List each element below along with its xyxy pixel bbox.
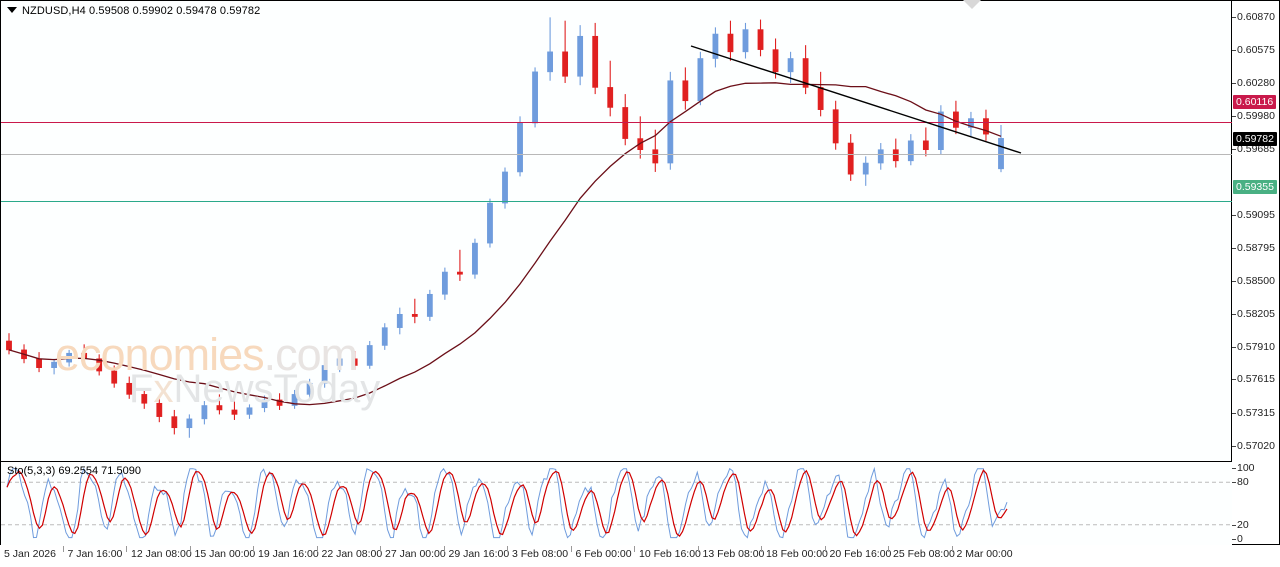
time-tick-label: 25 Feb 08:00 [893,548,955,560]
time-tick-label: 18 Feb 00:00 [766,548,828,560]
price-tick-label: 0.60280 [1237,76,1275,89]
time-tick-label: 19 Jan 16:00 [258,548,319,560]
time-axis: 5 Jan 2026 7 Jan 16:00 12 Jan 08:00 15 Jan … [0,546,1232,567]
stoch-tick-mark [1232,524,1236,526]
price-tick-mark [1232,214,1236,216]
price-badge-last-price[interactable]: 0.59782 [1233,132,1277,147]
price-tick-label: 0.57315 [1237,406,1275,419]
time-tick-label: 20 Feb 16:00 [829,548,892,560]
price-tick-mark [1232,412,1236,414]
price-tick-mark [1232,445,1236,447]
time-tick-mark [761,546,762,552]
chart-top-marker-icon [963,0,981,9]
price-tick-mark [1232,17,1236,19]
price-tick-label: 0.59685 [1237,143,1275,156]
price-tick-label: 0.60575 [1237,44,1275,57]
time-tick-mark [507,546,508,552]
resistance-line [1,122,1233,123]
time-tick-label: 6 Feb 00:00 [575,548,632,560]
time-tick-mark [189,546,191,552]
time-tick-mark [316,546,318,552]
price-tick-label: 0.58795 [1237,242,1275,255]
stoch-tick-mark [1232,482,1236,484]
stochastic-series [1,466,1233,539]
time-tick-label: 13 Feb 08:00 [702,548,765,560]
price-badge-support[interactable]: 0.59355 [1233,179,1277,194]
time-tick-label: 3 Feb 08:00 [512,548,569,560]
stoch-tick-label: 80 [1237,476,1249,489]
time-tick-mark [888,546,889,552]
quote-text: NZDUSD,H4 0.59508 0.59902 0.59478 0.5978… [22,5,261,17]
price-tick-label: 0.57910 [1237,340,1275,353]
stoch-tick-mark [1232,539,1236,540]
time-tick-label: 2 Mar 00:00 [956,548,1013,560]
time-tick-mark [570,546,572,552]
time-tick-mark [824,546,826,552]
time-tick-label: 15 Jan 00:00 [194,548,256,560]
price-tick-mark [1232,346,1236,348]
price-tick-mark [1232,280,1236,282]
time-tick-mark [697,546,699,552]
price-tick-mark [1232,50,1236,52]
price-tick-mark [1232,313,1236,315]
time-tick-label: 22 Jan 08:00 [321,548,383,560]
stoch-tick-label: 100 [1237,462,1255,474]
price-tick-label: 0.58500 [1237,274,1275,287]
stoch-tick-mark [1232,468,1236,469]
price-tick-label: 0.59980 [1237,110,1275,123]
price-tick-label: 0.57020 [1237,439,1275,452]
trendline-overlay [690,45,1022,154]
time-tick-mark [253,546,254,552]
stoch-tick-label: 0 [1237,533,1243,545]
price-tick-label: 0.57615 [1237,373,1275,386]
time-tick-label: 7 Jan 16:00 [67,548,123,560]
price-tick-label: 0.58205 [1237,307,1275,320]
quote-header: NZDUSD,H4 0.59508 0.59902 0.59478 0.5978… [7,5,260,17]
time-tick-label: 29 Jan 16:00 [448,548,510,560]
time-tick-label: 12 Jan 08:00 [131,548,192,560]
stochastic-label: Sto(5,3,3) 69.2554 71.5090 [7,465,141,477]
price-tick-mark [1232,116,1236,118]
time-tick-mark [634,546,635,552]
time-tick-label: 5 Jan 2026 [4,548,56,560]
time-tick-label: 10 Feb 16:00 [639,548,701,560]
time-tick-mark [62,546,64,552]
price-tick-label: 0.60870 [1237,11,1275,24]
candlestick-series [6,17,1004,438]
price-pane[interactable]: economies.com FxNewsToday [1,1,1233,462]
price-tick-mark [1232,248,1236,250]
triangle-down-icon[interactable] [7,7,17,14]
mid-line [1,154,1233,155]
price-badge-resistance[interactable]: 0.60116 [1233,95,1277,110]
time-tick-mark [380,546,381,552]
time-tick-mark [443,546,445,552]
price-scale[interactable]: 0.60870 0.60575 0.60280 0.59980 0.59685 0.590… [1232,0,1280,545]
time-tick-mark [126,546,127,552]
price-tick-label: 0.59095 [1237,208,1275,221]
time-tick-mark [951,546,953,552]
price-tick-mark [1232,379,1236,381]
stoch-tick-label: 20 [1237,518,1249,531]
price-tick-mark [1232,149,1236,151]
support-line [1,201,1233,202]
stochastic-pane[interactable] [1,462,1233,545]
price-tick-mark [1232,82,1236,84]
time-tick-label: 27 Jan 00:00 [385,548,446,560]
chart-frame: economies.com FxNewsToday NZDUSD,H4 0.59… [0,0,1233,545]
